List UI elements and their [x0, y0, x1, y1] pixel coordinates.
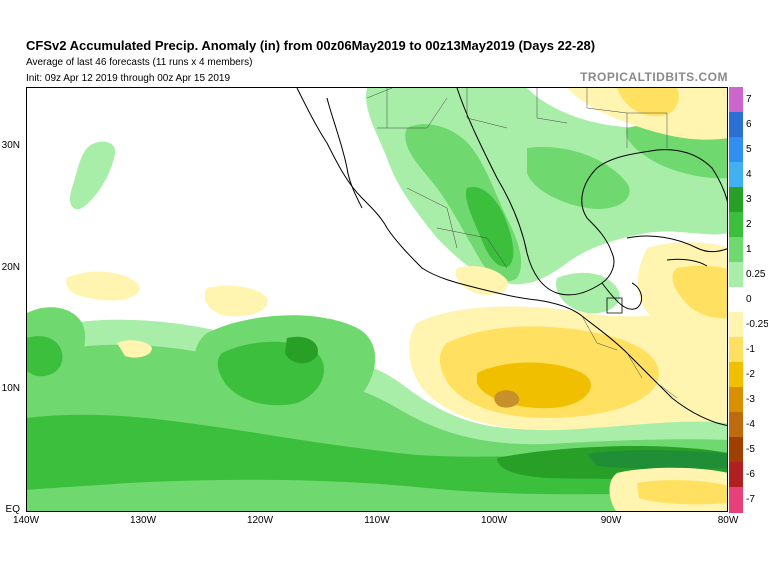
map-canvas	[27, 88, 727, 511]
colorbar-label: -6	[746, 468, 755, 480]
colorbar-label: -5	[746, 443, 755, 455]
colorbar-label: -1	[746, 343, 755, 355]
wet-anomaly-field	[27, 88, 727, 511]
lon-label-140w: 140W	[12, 515, 40, 526]
lon-label-90w: 90W	[600, 515, 622, 526]
colorbar-label: 7	[746, 93, 752, 105]
colorbar-segment	[729, 137, 743, 163]
colorbar-segment	[729, 287, 743, 313]
map-title: CFSv2 Accumulated Precip. Anomaly (in) f…	[26, 38, 596, 53]
colorbar-segment	[729, 112, 743, 138]
lat-label-eq: EQ	[5, 504, 20, 515]
lon-label-130w: 130W	[129, 515, 157, 526]
colorbar-label: 3	[746, 193, 752, 205]
colorbar-label: 5	[746, 143, 752, 155]
colorbar-segment	[729, 412, 743, 438]
colorbar-segment	[729, 337, 743, 363]
lon-label-110w: 110W	[364, 515, 390, 526]
map-subtitle: Average of last 46 forecasts (11 runs x …	[26, 57, 253, 68]
colorbar-segment	[729, 162, 743, 188]
colorbar-label: -3	[746, 393, 755, 405]
colorbar-label: -0.25	[746, 318, 768, 330]
colorbar-label: -4	[746, 418, 755, 430]
lon-label-80w: 80W	[717, 515, 739, 526]
colorbar-segment	[729, 87, 743, 113]
colorbar-label: 6	[746, 118, 752, 130]
lat-label-10n: 10N	[1, 383, 20, 394]
lon-label-100w: 100W	[480, 515, 508, 526]
init-time: Init: 09z Apr 12 2019 through 00z Apr 15…	[26, 73, 231, 84]
dry-anomaly-field	[66, 88, 727, 511]
colorbar	[729, 87, 743, 513]
colorbar-segment	[729, 262, 743, 288]
colorbar-label: 4	[746, 168, 752, 180]
lat-label-20n: 20N	[1, 262, 20, 273]
colorbar-segment	[729, 462, 743, 488]
colorbar-segment	[729, 187, 743, 213]
colorbar-segment	[729, 437, 743, 463]
lon-label-120w: 120W	[246, 515, 274, 526]
colorbar-label: 0	[746, 293, 752, 305]
colorbar-label: -2	[746, 368, 755, 380]
colorbar-label: 1	[746, 243, 752, 255]
brand-watermark: TROPICALTIDBITS.COM	[580, 70, 728, 84]
colorbar-segment	[729, 387, 743, 413]
colorbar-segment	[729, 212, 743, 238]
lat-label-30n: 30N	[1, 140, 20, 151]
coastlines	[296, 88, 727, 427]
colorbar-label: 0.25	[746, 268, 766, 280]
colorbar-segment	[729, 487, 743, 513]
colorbar-label: -7	[746, 493, 755, 505]
precip-anomaly-map	[26, 87, 728, 512]
state-borders	[366, 88, 678, 399]
colorbar-segment	[729, 362, 743, 388]
colorbar-segment	[729, 237, 743, 263]
colorbar-segment	[729, 312, 743, 338]
colorbar-label: 2	[746, 218, 752, 230]
